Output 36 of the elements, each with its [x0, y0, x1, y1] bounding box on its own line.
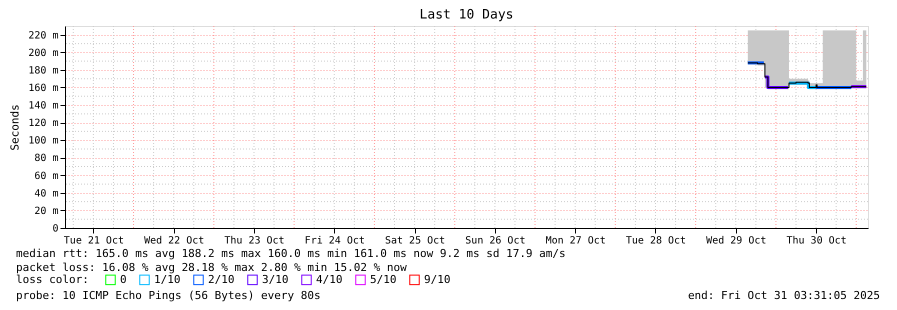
- text: median rtt: 165.0 ms avg 188.2 ms max 160.0 ms min 161.0 ms now 9.2 ms sd 17.9 am/s: [16, 247, 566, 260]
- legend-label: 4/10: [316, 272, 342, 286]
- x-tick-label: Thu 30 Oct: [786, 236, 847, 246]
- legend-title: loss color:: [16, 273, 89, 286]
- y-tick-label: 120 m: [28, 118, 58, 130]
- x-tick-label: Sun 26 Oct: [465, 236, 526, 246]
- y-tick-label: 0: [52, 224, 58, 234]
- y-tick-label: 60 m: [34, 170, 58, 182]
- legend-label: 1/10: [154, 272, 180, 286]
- y-tick-label: 20 m: [34, 206, 58, 217]
- y-tick-label: 160 m: [28, 82, 58, 94]
- x-tick-label: Mon 27 Oct: [546, 236, 606, 246]
- text: packet loss: 16.08 % avg 28.18 % max 2.80 % min 15.02 % now: [16, 261, 408, 274]
- legend-label: 5/10: [370, 272, 396, 286]
- x-tick-label: Tue 21 Oct: [64, 236, 124, 246]
- x-tick-label: Fri 24 Oct: [304, 236, 365, 246]
- chart-title: Last 10 Days: [420, 8, 514, 22]
- y-tick-label: 80 m: [34, 153, 58, 164]
- x-tick-label: Wed 22 Oct: [144, 236, 204, 246]
- y-tick-label: 220 m: [28, 30, 58, 42]
- x-tick-label: Thu 23 Oct: [224, 236, 285, 246]
- legend-label: 9/10: [424, 272, 450, 286]
- y-tick-label: 40 m: [34, 188, 58, 200]
- y-tick-label: 140 m: [28, 100, 58, 112]
- legend-label: 2/10: [208, 272, 234, 286]
- x-tick-label: Tue 28 Oct: [626, 236, 686, 246]
- y-tick-label: 100 m: [28, 136, 58, 147]
- y-axis-title: Seconds: [8, 104, 22, 151]
- legend-label: 0: [120, 272, 127, 286]
- text: end: Fri Oct 31 03:31:05 2025: [688, 289, 880, 302]
- x-tick-label: Wed 29 Oct: [706, 236, 766, 246]
- legend-label: 3/10: [262, 272, 288, 286]
- x-tick-label: Sat 25 Oct: [384, 236, 446, 246]
- y-tick-label: 200 m: [28, 48, 58, 59]
- text: probe: 10 ICMP Echo Pings (56 Bytes) every 80s: [16, 289, 321, 302]
- y-tick-label: 180 m: [28, 65, 58, 76]
